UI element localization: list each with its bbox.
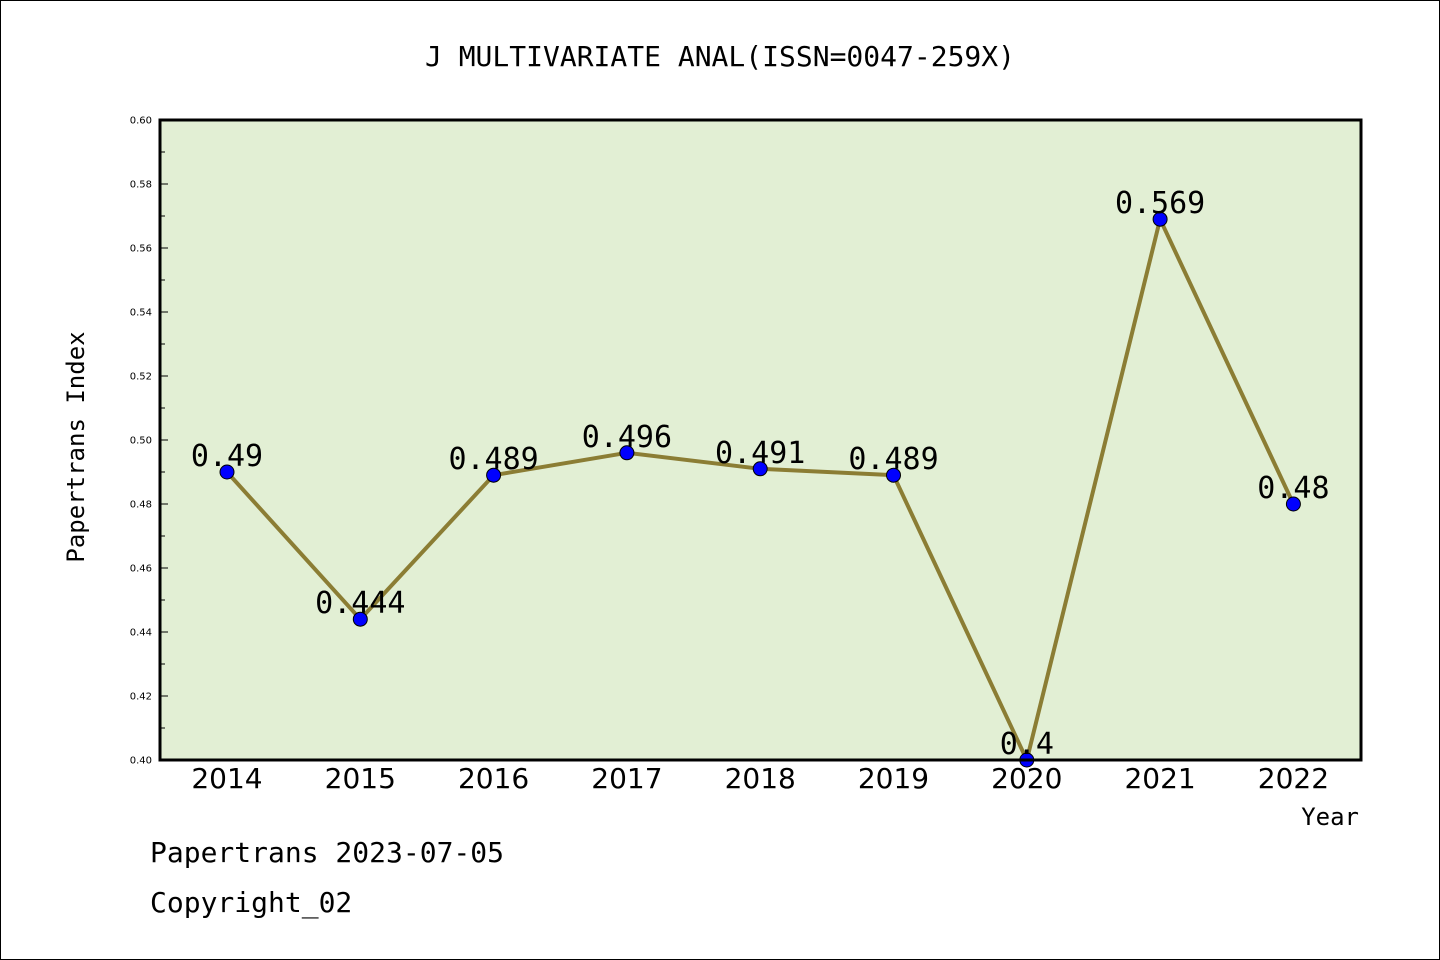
data-label: 0.489 (448, 442, 538, 477)
y-tick-label: 0.42 (130, 692, 152, 703)
y-tick-label: 0.56 (130, 244, 152, 255)
plot-border (158, 118, 1363, 762)
data-label: 0.49 (191, 439, 263, 474)
data-point (219, 464, 235, 480)
data-point (1152, 211, 1168, 227)
data-point (752, 461, 768, 477)
x-tick-label: 2018 (725, 762, 796, 795)
x-axis: 2014 2015 2016 2017 2018 2019 2020 2021 2022 (191, 762, 1329, 795)
data-point (486, 467, 502, 483)
data-point (886, 467, 901, 483)
x-tick-label: 2019 (858, 762, 929, 795)
y-tick-label: 0.48 (130, 500, 152, 511)
x-tick-label: 2014 (191, 762, 262, 795)
x-tick-label: 2017 (591, 762, 662, 795)
data-label: 0.569 (1115, 186, 1205, 221)
plot-area (160, 120, 1361, 760)
x-axis-label: Year (1301, 803, 1359, 831)
y-tick-label: 0.44 (130, 628, 152, 639)
data-point (1285, 496, 1301, 512)
data-label: 0.4 (1000, 727, 1054, 762)
data-label: 0.491 (715, 436, 805, 471)
x-tick-label: 2021 (1124, 762, 1195, 795)
data-point (352, 611, 368, 627)
series-line-group (219, 211, 1301, 768)
data-point (619, 445, 635, 461)
footer-date: Papertrans 2023-07-05 (150, 836, 505, 869)
y-tick-label: 0.54 (130, 308, 152, 319)
data-labels: 0.49 0.444 0.489 0.496 0.491 0.489 0.4 0.569 0.4… (191, 186, 1330, 762)
y-tick-label: 0.60 (130, 116, 152, 127)
data-label: 0.444 (315, 586, 405, 621)
data-label: 0.48 (1257, 471, 1329, 506)
x-tick-label: 2015 (325, 762, 396, 795)
data-label: 0.489 (848, 442, 938, 477)
y-tick-label: 0.40 (130, 756, 152, 767)
y-tick-label: 0.46 (130, 564, 152, 575)
y-tick-label: 0.52 (130, 372, 152, 383)
y-axis-label: Papertrans Index (62, 331, 90, 562)
chart-title: J MULTIVARIATE ANAL(ISSN=0047-259X) (425, 40, 1015, 73)
x-tick-label: 2016 (458, 762, 529, 795)
data-label: 0.496 (582, 420, 672, 455)
y-tick-label: 0.58 (130, 180, 152, 191)
y-tick-label: 0.50 (130, 436, 152, 447)
x-tick-label: 2022 (1258, 762, 1329, 795)
footer-copyright: Copyright_02 (150, 886, 353, 919)
